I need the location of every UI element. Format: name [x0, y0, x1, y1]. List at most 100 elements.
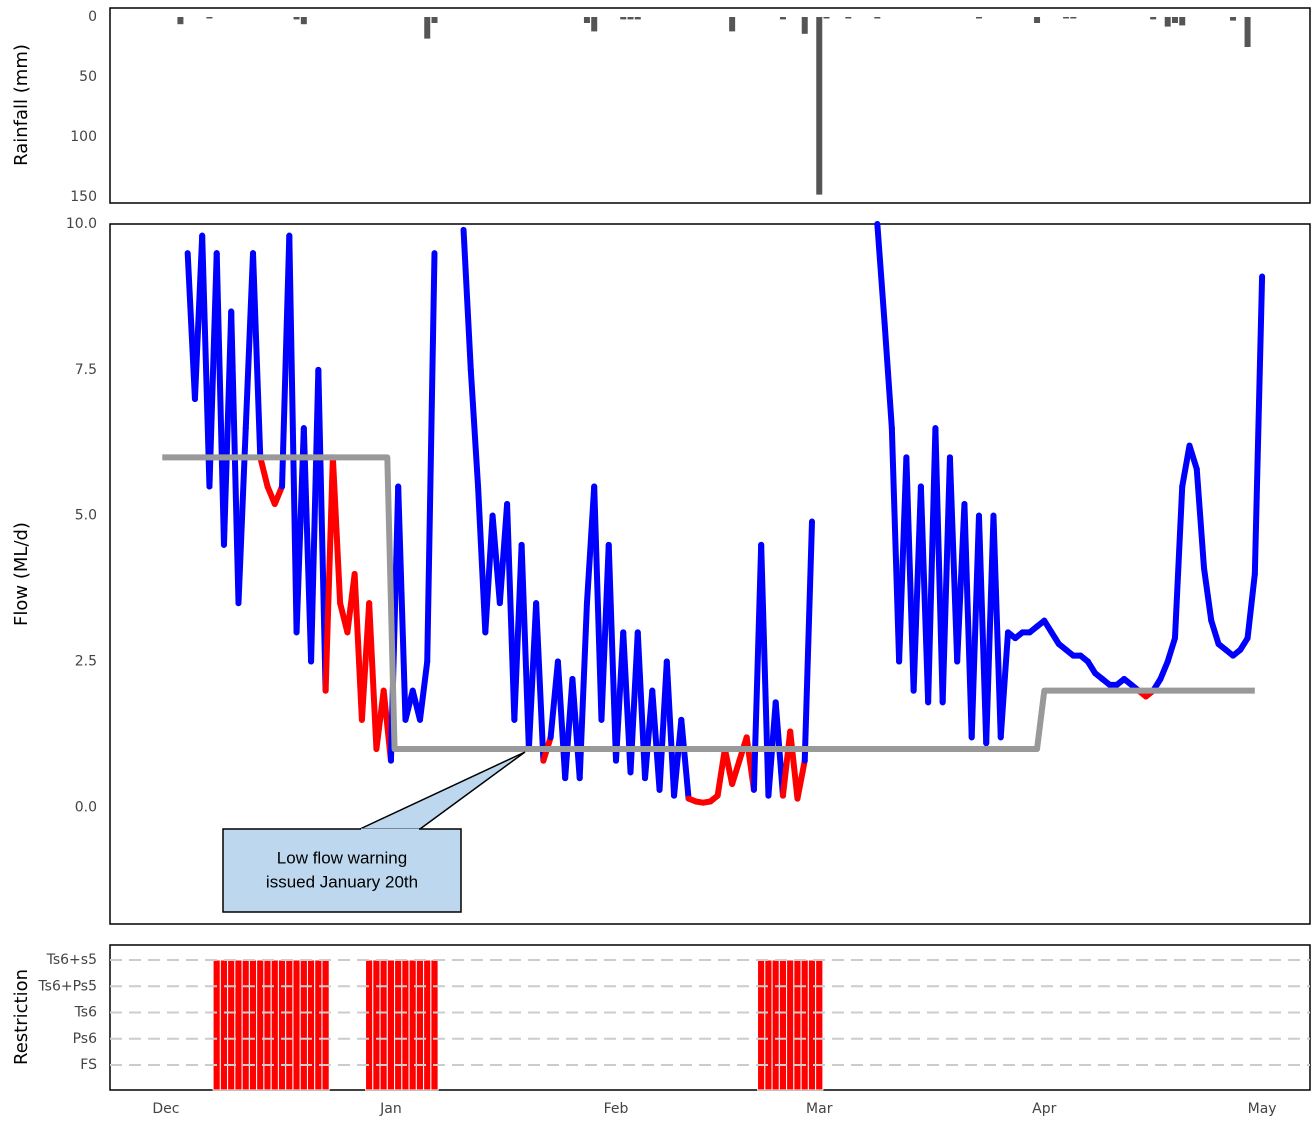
restriction-bar — [285, 959, 294, 1091]
rain-bar — [874, 17, 881, 19]
restriction-bar — [277, 959, 287, 1091]
restriction-bar — [786, 959, 795, 1091]
flow-segment — [663, 658, 678, 799]
flow-segment — [460, 226, 474, 373]
y-tick-label: 0.0 — [75, 799, 97, 815]
flow-segment — [794, 757, 808, 802]
restriction-bar — [219, 959, 229, 1091]
threshold-line — [162, 454, 1255, 752]
y-tick-label: 0 — [88, 9, 97, 25]
flow-segment — [678, 716, 692, 802]
rain-bar — [779, 17, 786, 20]
flow-segment — [1164, 635, 1178, 665]
flow-segment — [605, 541, 619, 764]
y-tick-label: FS — [80, 1057, 97, 1073]
flow-segment — [1186, 442, 1200, 472]
flow-segment — [329, 454, 344, 607]
rain-bar — [1150, 17, 1157, 20]
restriction-bar — [372, 959, 381, 1091]
restriction-bar — [314, 959, 323, 1091]
flow-segment — [634, 629, 649, 782]
restriction-bar — [423, 959, 432, 1091]
flow-segment — [787, 728, 801, 802]
restriction-bar — [365, 959, 374, 1091]
restriction-bar — [212, 959, 221, 1091]
flow-segment — [990, 512, 1004, 741]
restriction-bar — [757, 959, 766, 1091]
flow-segment — [801, 518, 815, 764]
flow-segment — [533, 600, 547, 764]
restriction-bar — [248, 959, 258, 1091]
rain-axis-title: Rainfall (mm) — [11, 44, 32, 166]
y-tick-label: 10.0 — [66, 216, 97, 232]
restriction-bar — [292, 959, 301, 1091]
restriction-bar — [408, 959, 417, 1091]
rain-bar — [1063, 17, 1070, 19]
flow-frame — [109, 223, 1311, 925]
rain-bar — [627, 17, 634, 20]
flow-segment — [424, 250, 438, 665]
y-tick-label: 150 — [70, 189, 97, 205]
callout-text: Low flow warning — [277, 848, 407, 867]
flow-axis-title: Flow (ML/d) — [11, 522, 32, 626]
restriction-bar — [807, 959, 817, 1091]
y-tick-label: 2.5 — [75, 654, 97, 670]
restriction-bar — [401, 959, 410, 1091]
flow-segment — [1171, 483, 1186, 642]
flow-segment — [286, 232, 300, 636]
flow-segment — [366, 600, 380, 752]
restriction-bar — [321, 959, 330, 1091]
flow-segment — [467, 366, 482, 490]
restriction-bar — [771, 959, 780, 1091]
rain-bar — [1034, 17, 1041, 23]
y-tick-label: Ts6 — [74, 1005, 98, 1021]
callout-text: issued January 20th — [266, 872, 418, 891]
rain-bar — [845, 17, 852, 19]
flow-segment — [1157, 658, 1171, 682]
rain-bar — [206, 17, 213, 19]
y-tick-label: 50 — [79, 69, 97, 85]
flow-segment — [416, 658, 431, 723]
flow-segment — [322, 454, 336, 694]
flow-segment — [1193, 466, 1208, 572]
flow-segment — [729, 757, 743, 787]
restriction-bar — [299, 959, 308, 1091]
y-tick-label: Ts6+Ps5 — [37, 978, 97, 994]
flow-segment — [257, 454, 271, 490]
restriction-bar — [800, 959, 809, 1091]
flow-segment — [758, 541, 772, 799]
rain-bar — [1179, 17, 1186, 26]
rain-bar — [424, 17, 431, 39]
flow-segment — [1251, 273, 1266, 577]
x-tick-label: Mar — [806, 1101, 833, 1117]
y-tick-label: Ps6 — [73, 1031, 97, 1047]
x-tick-label: Dec — [152, 1101, 179, 1117]
restriction-bar — [227, 959, 236, 1091]
y-tick-label: Ts6+s5 — [46, 952, 97, 968]
flow-segment — [874, 221, 888, 327]
restriction-axis-title: Restriction — [11, 969, 32, 1065]
rain-bar — [823, 17, 830, 19]
restriction-bar — [815, 959, 824, 1091]
rain-bar — [1070, 17, 1077, 19]
rain-bar — [1171, 17, 1178, 23]
rain-bar — [591, 17, 598, 32]
flow-segment — [1244, 571, 1258, 642]
restriction-bar — [793, 959, 802, 1091]
restriction-bar — [256, 959, 265, 1091]
x-tick-label: May — [1248, 1101, 1277, 1117]
rain-bar — [729, 17, 736, 32]
restriction-bar — [270, 959, 279, 1091]
rain-bar — [1244, 17, 1251, 47]
flow-segment — [1201, 565, 1215, 624]
callout-pointer — [359, 751, 526, 830]
rain-frame — [109, 7, 1311, 204]
rain-bar — [1164, 17, 1171, 27]
rain-bar — [620, 17, 627, 20]
flow-segment — [881, 320, 895, 432]
restriction-bar — [430, 959, 439, 1091]
rain-bar — [801, 17, 808, 34]
flow-segment — [1179, 442, 1193, 490]
